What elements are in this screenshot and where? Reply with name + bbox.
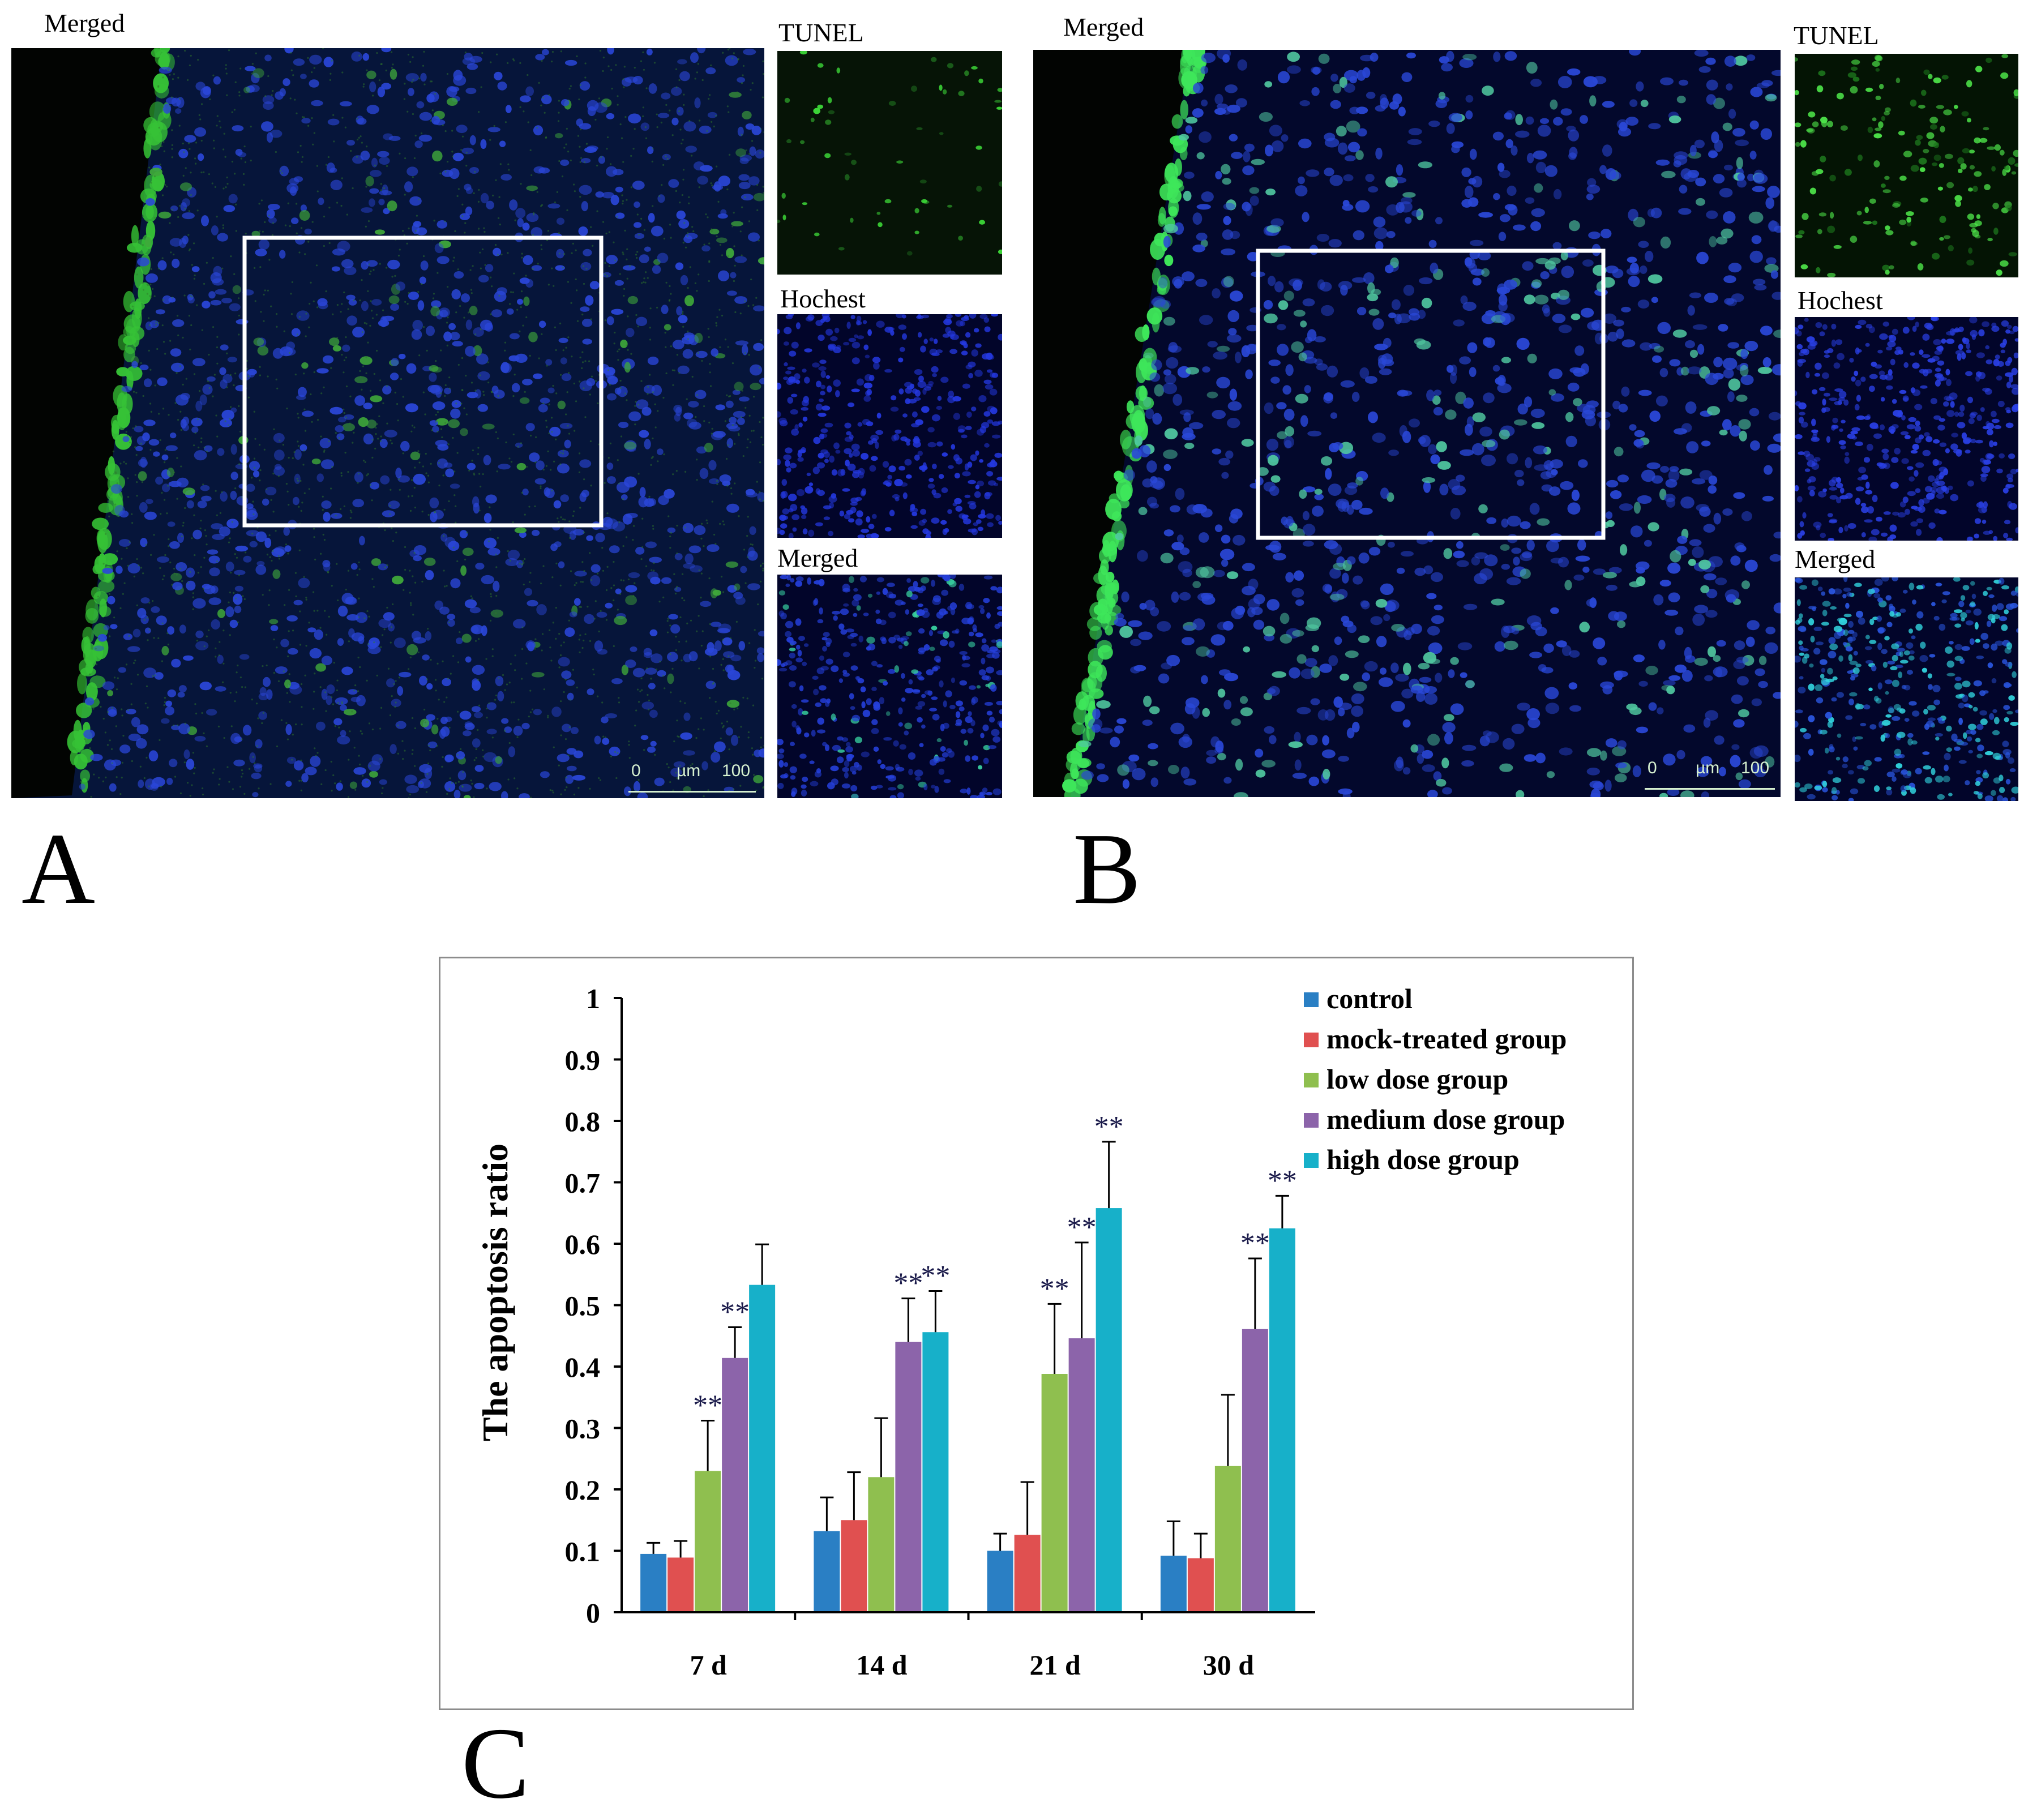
panel-a-hochest-image bbox=[777, 314, 1002, 538]
bar-low-dose-group-14d bbox=[868, 1477, 895, 1612]
bar-medium-dose-group-21d bbox=[1068, 1338, 1095, 1612]
y-tick-label: 0.9 bbox=[565, 1044, 601, 1076]
bar-mock-treated-group-14d bbox=[841, 1520, 867, 1612]
legend-label: high dose group bbox=[1326, 1144, 1520, 1175]
y-tick-label: 0.6 bbox=[565, 1228, 601, 1260]
y-tick-label: 0.4 bbox=[565, 1351, 601, 1383]
panel-a-merged-small-image bbox=[777, 575, 1002, 798]
panel-b-scale-bar: 0 µm 100 bbox=[1645, 759, 1775, 790]
scale-unit: µm bbox=[677, 761, 701, 780]
panel-b-merged-small-image bbox=[1795, 577, 2018, 801]
bar-mock-treated-group-30d bbox=[1187, 1558, 1214, 1612]
bar-mock-treated-group-21d bbox=[1014, 1535, 1041, 1612]
panel-b-tunel-image bbox=[1795, 54, 2018, 277]
significance-mark: ** bbox=[921, 1260, 950, 1292]
bar-low-dose-group-21d bbox=[1041, 1374, 1068, 1612]
panel-b-merged-small-label: Merged bbox=[1795, 545, 1876, 573]
scale-end: 100 bbox=[1741, 759, 1770, 777]
panel-a-tunel-label: TUNEL bbox=[778, 18, 864, 47]
bar-high-dose-group-30d bbox=[1269, 1228, 1295, 1612]
y-tick-label: 0.2 bbox=[565, 1474, 601, 1506]
panel-a-merged-small-label: Merged bbox=[777, 543, 858, 572]
bar-high-dose-group-14d bbox=[922, 1332, 949, 1612]
legend-swatch bbox=[1304, 1153, 1319, 1168]
bar-medium-dose-group-14d bbox=[895, 1342, 922, 1612]
y-axis-label: The apoptosis ratio bbox=[475, 1144, 515, 1441]
legend-swatch bbox=[1304, 1033, 1319, 1047]
y-tick-label: 0.5 bbox=[565, 1290, 601, 1322]
panel-c-letter: C bbox=[461, 1707, 530, 1819]
bar-high-dose-group-7d bbox=[749, 1284, 776, 1612]
significance-mark: ** bbox=[893, 1267, 923, 1300]
y-tick-label: 0.3 bbox=[565, 1413, 601, 1445]
x-tick-label: 7 d bbox=[690, 1649, 727, 1681]
panel-a-main-label: Merged bbox=[44, 8, 125, 37]
bar-medium-dose-group-30d bbox=[1242, 1329, 1268, 1612]
significance-mark: ** bbox=[1040, 1273, 1069, 1305]
x-tick-label: 21 d bbox=[1029, 1649, 1081, 1681]
y-tick-label: 0.8 bbox=[565, 1106, 601, 1137]
significance-mark: ** bbox=[720, 1296, 750, 1329]
bar-control-14d bbox=[814, 1531, 840, 1612]
panel-a-scale-bar: 0 µm 100 bbox=[628, 761, 756, 793]
panel-a-letter: A bbox=[22, 812, 95, 925]
bar-control-21d bbox=[987, 1551, 1013, 1612]
legend-label: mock-treated group bbox=[1326, 1023, 1567, 1055]
y-tick-label: 0 bbox=[586, 1597, 600, 1629]
panel-b-hochest-image bbox=[1795, 317, 2018, 541]
bar-mock-treated-group-7d bbox=[667, 1557, 694, 1612]
panel-b-letter: B bbox=[1073, 812, 1141, 925]
bar-control-30d bbox=[1160, 1556, 1187, 1612]
scale-start: 0 bbox=[1648, 759, 1657, 777]
y-tick-label: 0.7 bbox=[565, 1167, 601, 1199]
legend-label: control bbox=[1326, 983, 1413, 1014]
panel-a-merged-image bbox=[11, 48, 764, 798]
legend-swatch bbox=[1304, 992, 1319, 1007]
bar-low-dose-group-7d bbox=[695, 1471, 721, 1612]
significance-mark: ** bbox=[1067, 1211, 1097, 1244]
bar-medium-dose-group-7d bbox=[722, 1357, 748, 1612]
y-tick-label: 0.1 bbox=[565, 1536, 601, 1568]
significance-mark: ** bbox=[1240, 1227, 1270, 1260]
bar-low-dose-group-30d bbox=[1214, 1466, 1241, 1612]
y-tick-label: 1 bbox=[586, 983, 600, 1014]
panel-b-hochest-label: Hochest bbox=[1798, 286, 1883, 315]
panel-b-main-label: Merged bbox=[1063, 12, 1144, 41]
legend-swatch bbox=[1304, 1113, 1319, 1128]
panel-c-chart-frame: ** ** ** ** ** ** ** ** ** 0 0.1 0.2 0.3 0.4 0.5 0.6 0.… bbox=[439, 957, 1634, 1710]
significance-mark: ** bbox=[1268, 1164, 1297, 1197]
panel-a-tunel-image bbox=[777, 51, 1002, 275]
bar-high-dose-group-21d bbox=[1096, 1208, 1122, 1612]
panel-a-hochest-label: Hochest bbox=[780, 284, 866, 313]
panel-b-merged-image bbox=[1033, 50, 1781, 797]
significance-mark: ** bbox=[1094, 1111, 1124, 1143]
significance-mark: ** bbox=[693, 1389, 722, 1421]
x-tick-label: 30 d bbox=[1203, 1649, 1255, 1681]
scale-unit: µm bbox=[1696, 759, 1720, 777]
legend-label: medium dose group bbox=[1326, 1103, 1565, 1135]
panel-b-tunel-label: TUNEL bbox=[1794, 21, 1879, 50]
scale-end: 100 bbox=[722, 761, 751, 780]
bar-control-7d bbox=[640, 1553, 667, 1612]
x-tick-label: 14 d bbox=[856, 1649, 908, 1681]
legend-swatch bbox=[1304, 1073, 1319, 1087]
scale-start: 0 bbox=[631, 761, 641, 780]
legend-label: low dose group bbox=[1326, 1063, 1508, 1095]
apoptosis-bar-chart: ******** ********** 00.10.20.30.40.50.60.… bbox=[475, 983, 1567, 1681]
